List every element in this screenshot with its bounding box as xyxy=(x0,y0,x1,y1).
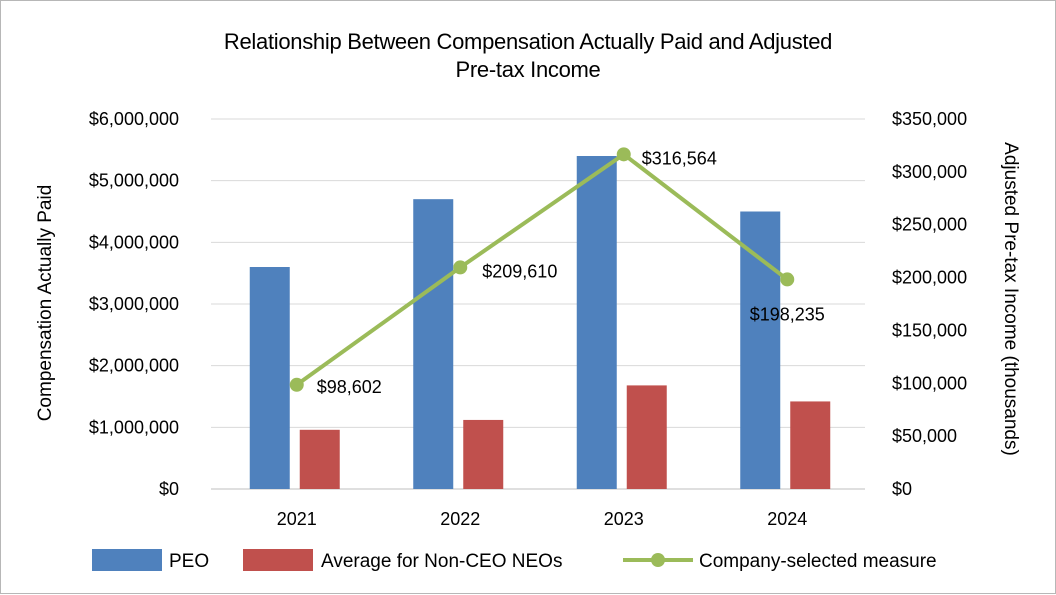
measure-point-2021 xyxy=(289,377,304,392)
bar-non-ceo-2022 xyxy=(463,419,504,489)
measure-point-2024 xyxy=(780,272,795,287)
legend-swatch-non-ceo xyxy=(243,549,313,571)
bar-peo-2022 xyxy=(413,199,454,489)
y-left-tick-label: $0 xyxy=(159,479,179,499)
legend-swatch-peo xyxy=(92,549,162,571)
chart-title-line-1: Relationship Between Compensation Actual… xyxy=(224,29,832,54)
legend-label-non-ceo: Average for Non-CEO NEOs xyxy=(321,551,562,572)
bar-peo-2024 xyxy=(740,211,781,489)
y-right-tick-label: $350,000 xyxy=(892,109,967,129)
x-ticks: 2021 2022 2023 2024 xyxy=(277,509,808,529)
y-right-tick-label: $150,000 xyxy=(892,320,967,340)
bar-peo-2021 xyxy=(249,267,290,489)
y-right-tick-label: $200,000 xyxy=(892,268,967,288)
measure-line xyxy=(295,152,789,387)
measure-point-2022 xyxy=(453,260,468,275)
y-right-ticks: $0 $50,000 $100,000 $150,000 $200,000 $250,00… xyxy=(892,109,967,499)
y-right-tick-label: $300,000 xyxy=(892,162,967,182)
y-left-tick-label: $5,000,000 xyxy=(89,171,179,191)
y-left-tick-label: $3,000,000 xyxy=(89,294,179,314)
y-left-tick-label: $6,000,000 xyxy=(89,109,179,129)
measure-data-label-2021: $98,602 xyxy=(317,377,382,397)
y-left-tick-label: $2,000,000 xyxy=(89,356,179,376)
measure-data-label-2023: $316,564 xyxy=(642,148,717,168)
measure-data-label-2022: $209,610 xyxy=(482,261,557,281)
bar-peo-2023 xyxy=(576,156,617,489)
x-tick-label: 2022 xyxy=(440,509,480,529)
y-left-ticks: $0 $1,000,000 $2,000,000 $3,000,000 $4,000,0… xyxy=(89,109,179,499)
y-right-axis-title: Adjusted Pre-tax Income (thousands) xyxy=(1000,142,1021,456)
legend-label-peo: PEO xyxy=(169,551,209,572)
y-right-tick-label: $0 xyxy=(892,479,912,499)
bar-non-ceo-2023 xyxy=(626,385,667,489)
x-tick-label: 2023 xyxy=(604,509,644,529)
x-tick-label: 2021 xyxy=(277,509,317,529)
y-left-axis-title: Compensation Actually Paid xyxy=(35,185,56,422)
chart-title-line-2: Pre-tax Income xyxy=(456,57,601,82)
y-left-tick-label: $1,000,000 xyxy=(89,417,179,437)
legend: PEO Average for Non-CEO NEOs Company-sel… xyxy=(92,549,937,572)
legend-label-measure: Company-selected measure xyxy=(699,551,937,572)
y-right-tick-label: $100,000 xyxy=(892,373,967,393)
y-left-tick-label: $4,000,000 xyxy=(89,232,179,252)
measure-point-2023 xyxy=(616,147,631,162)
data-labels: $98,602 $209,610 $316,564 $198,235 xyxy=(317,148,825,396)
legend-marker-measure xyxy=(651,553,665,567)
line-series xyxy=(289,147,795,392)
y-right-tick-label: $250,000 xyxy=(892,215,967,235)
x-tick-label: 2024 xyxy=(767,509,807,529)
measure-data-label-2024: $198,235 xyxy=(750,304,825,324)
y-right-tick-label: $50,000 xyxy=(892,426,957,446)
bar-non-ceo-2024 xyxy=(790,401,831,489)
bar-non-ceo-2021 xyxy=(299,429,340,489)
bars xyxy=(249,156,831,489)
